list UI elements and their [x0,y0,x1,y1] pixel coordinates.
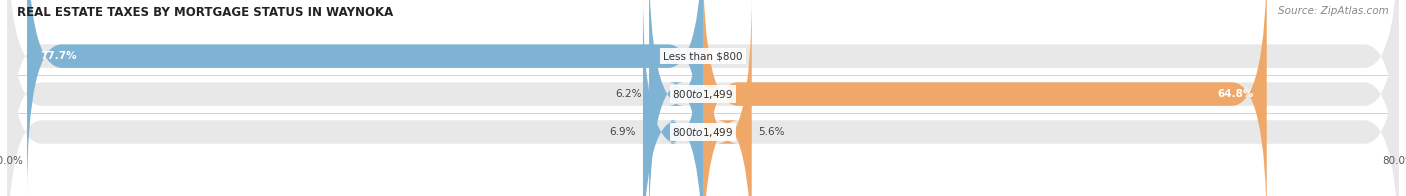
Text: Source: ZipAtlas.com: Source: ZipAtlas.com [1278,6,1389,16]
Text: 5.6%: 5.6% [759,127,785,137]
Text: 6.9%: 6.9% [610,127,636,137]
Text: REAL ESTATE TAXES BY MORTGAGE STATUS IN WAYNOKA: REAL ESTATE TAXES BY MORTGAGE STATUS IN … [17,6,394,19]
Legend: Without Mortgage, With Mortgage: Without Mortgage, With Mortgage [593,194,813,196]
FancyBboxPatch shape [650,0,703,196]
FancyBboxPatch shape [643,0,703,196]
Text: $800 to $1,499: $800 to $1,499 [672,88,734,101]
FancyBboxPatch shape [7,0,1399,196]
Text: $800 to $1,499: $800 to $1,499 [672,125,734,139]
Text: 6.2%: 6.2% [616,89,643,99]
FancyBboxPatch shape [703,0,1267,196]
FancyBboxPatch shape [703,0,752,196]
FancyBboxPatch shape [7,0,1399,196]
Text: Less than $800: Less than $800 [664,51,742,61]
FancyBboxPatch shape [27,0,703,196]
Text: 64.8%: 64.8% [1218,89,1254,99]
FancyBboxPatch shape [7,0,1399,196]
Text: 77.7%: 77.7% [41,51,77,61]
